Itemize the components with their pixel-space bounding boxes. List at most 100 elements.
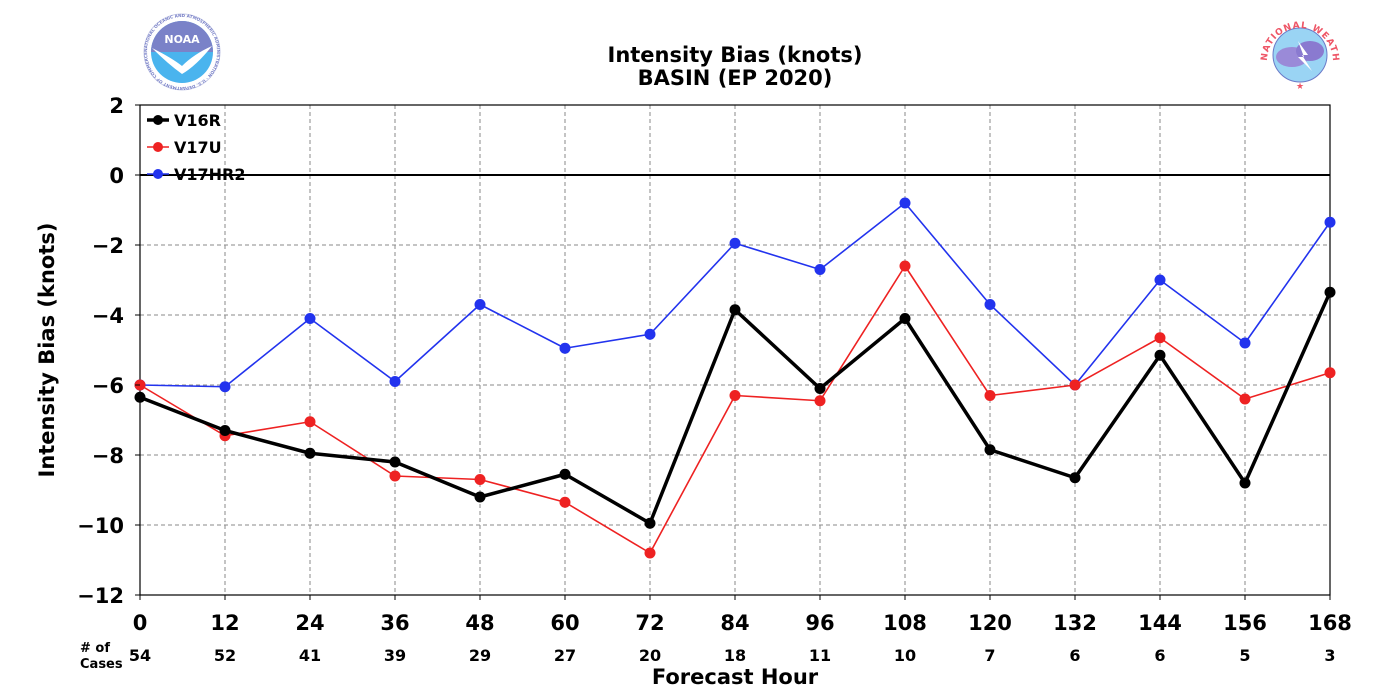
data-point bbox=[219, 381, 231, 393]
data-point bbox=[389, 456, 401, 468]
data-point bbox=[559, 342, 571, 354]
data-point bbox=[814, 383, 826, 394]
case-count: 29 bbox=[469, 646, 491, 665]
data-point bbox=[134, 391, 146, 403]
legend-marker bbox=[153, 142, 163, 152]
case-count: 11 bbox=[809, 646, 831, 665]
x-tick-label: 120 bbox=[968, 611, 1012, 635]
legend-marker bbox=[153, 115, 163, 125]
data-point bbox=[559, 496, 571, 508]
legend-label: V16R bbox=[174, 111, 221, 130]
legend: V16R V17U V17HR2 bbox=[147, 111, 246, 184]
y-tick-label: −2 bbox=[92, 234, 124, 258]
data-point bbox=[1324, 367, 1336, 379]
case-count: 6 bbox=[1154, 646, 1165, 665]
y-axis-label: Intensity Bias (knots) bbox=[35, 223, 59, 478]
case-count: 7 bbox=[984, 646, 995, 665]
x-tick-label: 168 bbox=[1308, 611, 1352, 635]
case-count: 54 bbox=[129, 646, 151, 665]
data-point bbox=[1154, 349, 1166, 361]
data-point bbox=[1239, 337, 1251, 349]
case-count: 52 bbox=[214, 646, 236, 665]
data-point bbox=[984, 299, 996, 310]
data-point bbox=[644, 517, 656, 529]
data-point bbox=[1154, 332, 1166, 344]
y-axis-ticks: 2 0 −2 −4 −6 −8 −10 −12 bbox=[77, 94, 140, 608]
data-point bbox=[474, 491, 486, 503]
case-count: 39 bbox=[384, 646, 406, 665]
noaa-logo-text: NOAA bbox=[164, 33, 200, 46]
data-point bbox=[1239, 477, 1251, 489]
noaa-logo: NOAA NATIONAL OCEANIC AND ATMOSPHERIC AD… bbox=[143, 13, 221, 91]
y-tick-label: 2 bbox=[109, 94, 124, 118]
data-point bbox=[729, 237, 741, 249]
data-point bbox=[899, 313, 911, 324]
chart-subtitle: BASIN (EP 2020) bbox=[638, 66, 833, 90]
data-point bbox=[984, 390, 996, 401]
x-tick-label: 96 bbox=[805, 611, 834, 635]
data-point bbox=[474, 299, 486, 310]
data-point bbox=[814, 395, 826, 407]
x-tick-label: 48 bbox=[465, 611, 494, 635]
case-count: 27 bbox=[554, 646, 576, 665]
data-point bbox=[1239, 393, 1251, 405]
y-tick-label: 0 bbox=[109, 164, 124, 188]
series-layer bbox=[134, 197, 1336, 559]
x-tick-label: 144 bbox=[1138, 611, 1182, 635]
legend-marker bbox=[153, 169, 163, 179]
x-tick-label: 84 bbox=[720, 611, 749, 635]
data-point bbox=[219, 425, 231, 436]
y-tick-label: −6 bbox=[92, 374, 124, 398]
data-point bbox=[304, 313, 316, 324]
case-count: 10 bbox=[894, 646, 916, 665]
legend-item-v17u: V17U bbox=[147, 138, 222, 157]
data-point bbox=[304, 416, 316, 428]
data-point bbox=[389, 376, 401, 387]
data-point bbox=[729, 390, 741, 401]
case-count: 20 bbox=[639, 646, 661, 665]
data-point bbox=[1154, 274, 1166, 286]
case-count: 3 bbox=[1324, 646, 1335, 665]
legend-item-v17hr2: V17HR2 bbox=[147, 165, 246, 184]
y-tick-label: −4 bbox=[92, 304, 124, 328]
data-point bbox=[984, 444, 996, 456]
x-axis-label: Forecast Hour bbox=[652, 665, 819, 689]
data-point bbox=[474, 474, 486, 485]
data-point bbox=[644, 328, 656, 340]
y-tick-label: −8 bbox=[92, 444, 124, 468]
case-count: 41 bbox=[299, 646, 321, 665]
legend-item-v16r: V16R bbox=[147, 111, 221, 130]
data-point bbox=[899, 260, 911, 272]
y-tick-label: −12 bbox=[77, 584, 124, 608]
data-point bbox=[559, 468, 571, 480]
series-v17u bbox=[134, 260, 1336, 559]
legend-label: V17HR2 bbox=[174, 165, 246, 184]
case-count: 6 bbox=[1069, 646, 1080, 665]
x-tick-label: 60 bbox=[550, 611, 579, 635]
grid-lines bbox=[140, 105, 1330, 595]
x-tick-label: 36 bbox=[380, 611, 409, 635]
case-count: 5 bbox=[1239, 646, 1250, 665]
legend-label: V17U bbox=[174, 138, 222, 157]
x-tick-label: 12 bbox=[210, 611, 239, 635]
series-v17hr2 bbox=[134, 197, 1336, 393]
nws-star-icon: ★ bbox=[1296, 82, 1304, 92]
x-tick-label: 72 bbox=[635, 611, 664, 635]
data-point bbox=[814, 264, 826, 275]
case-count: 18 bbox=[724, 646, 746, 665]
chart-title: Intensity Bias (knots) bbox=[608, 43, 863, 67]
data-point bbox=[304, 447, 316, 459]
series-v16r bbox=[134, 286, 1336, 529]
nws-logo: NATIONAL WEATHER SERVICE ★ bbox=[1260, 17, 1339, 93]
cases-label: # of Cases bbox=[80, 641, 123, 672]
x-tick-label: 108 bbox=[883, 611, 927, 635]
data-point bbox=[1324, 216, 1336, 228]
x-tick-label: 132 bbox=[1053, 611, 1097, 635]
data-point bbox=[389, 470, 401, 482]
data-point bbox=[729, 304, 741, 316]
x-tick-label: 0 bbox=[133, 611, 148, 635]
y-tick-label: −10 bbox=[77, 514, 124, 538]
data-point bbox=[1069, 379, 1081, 391]
data-point bbox=[899, 197, 911, 209]
